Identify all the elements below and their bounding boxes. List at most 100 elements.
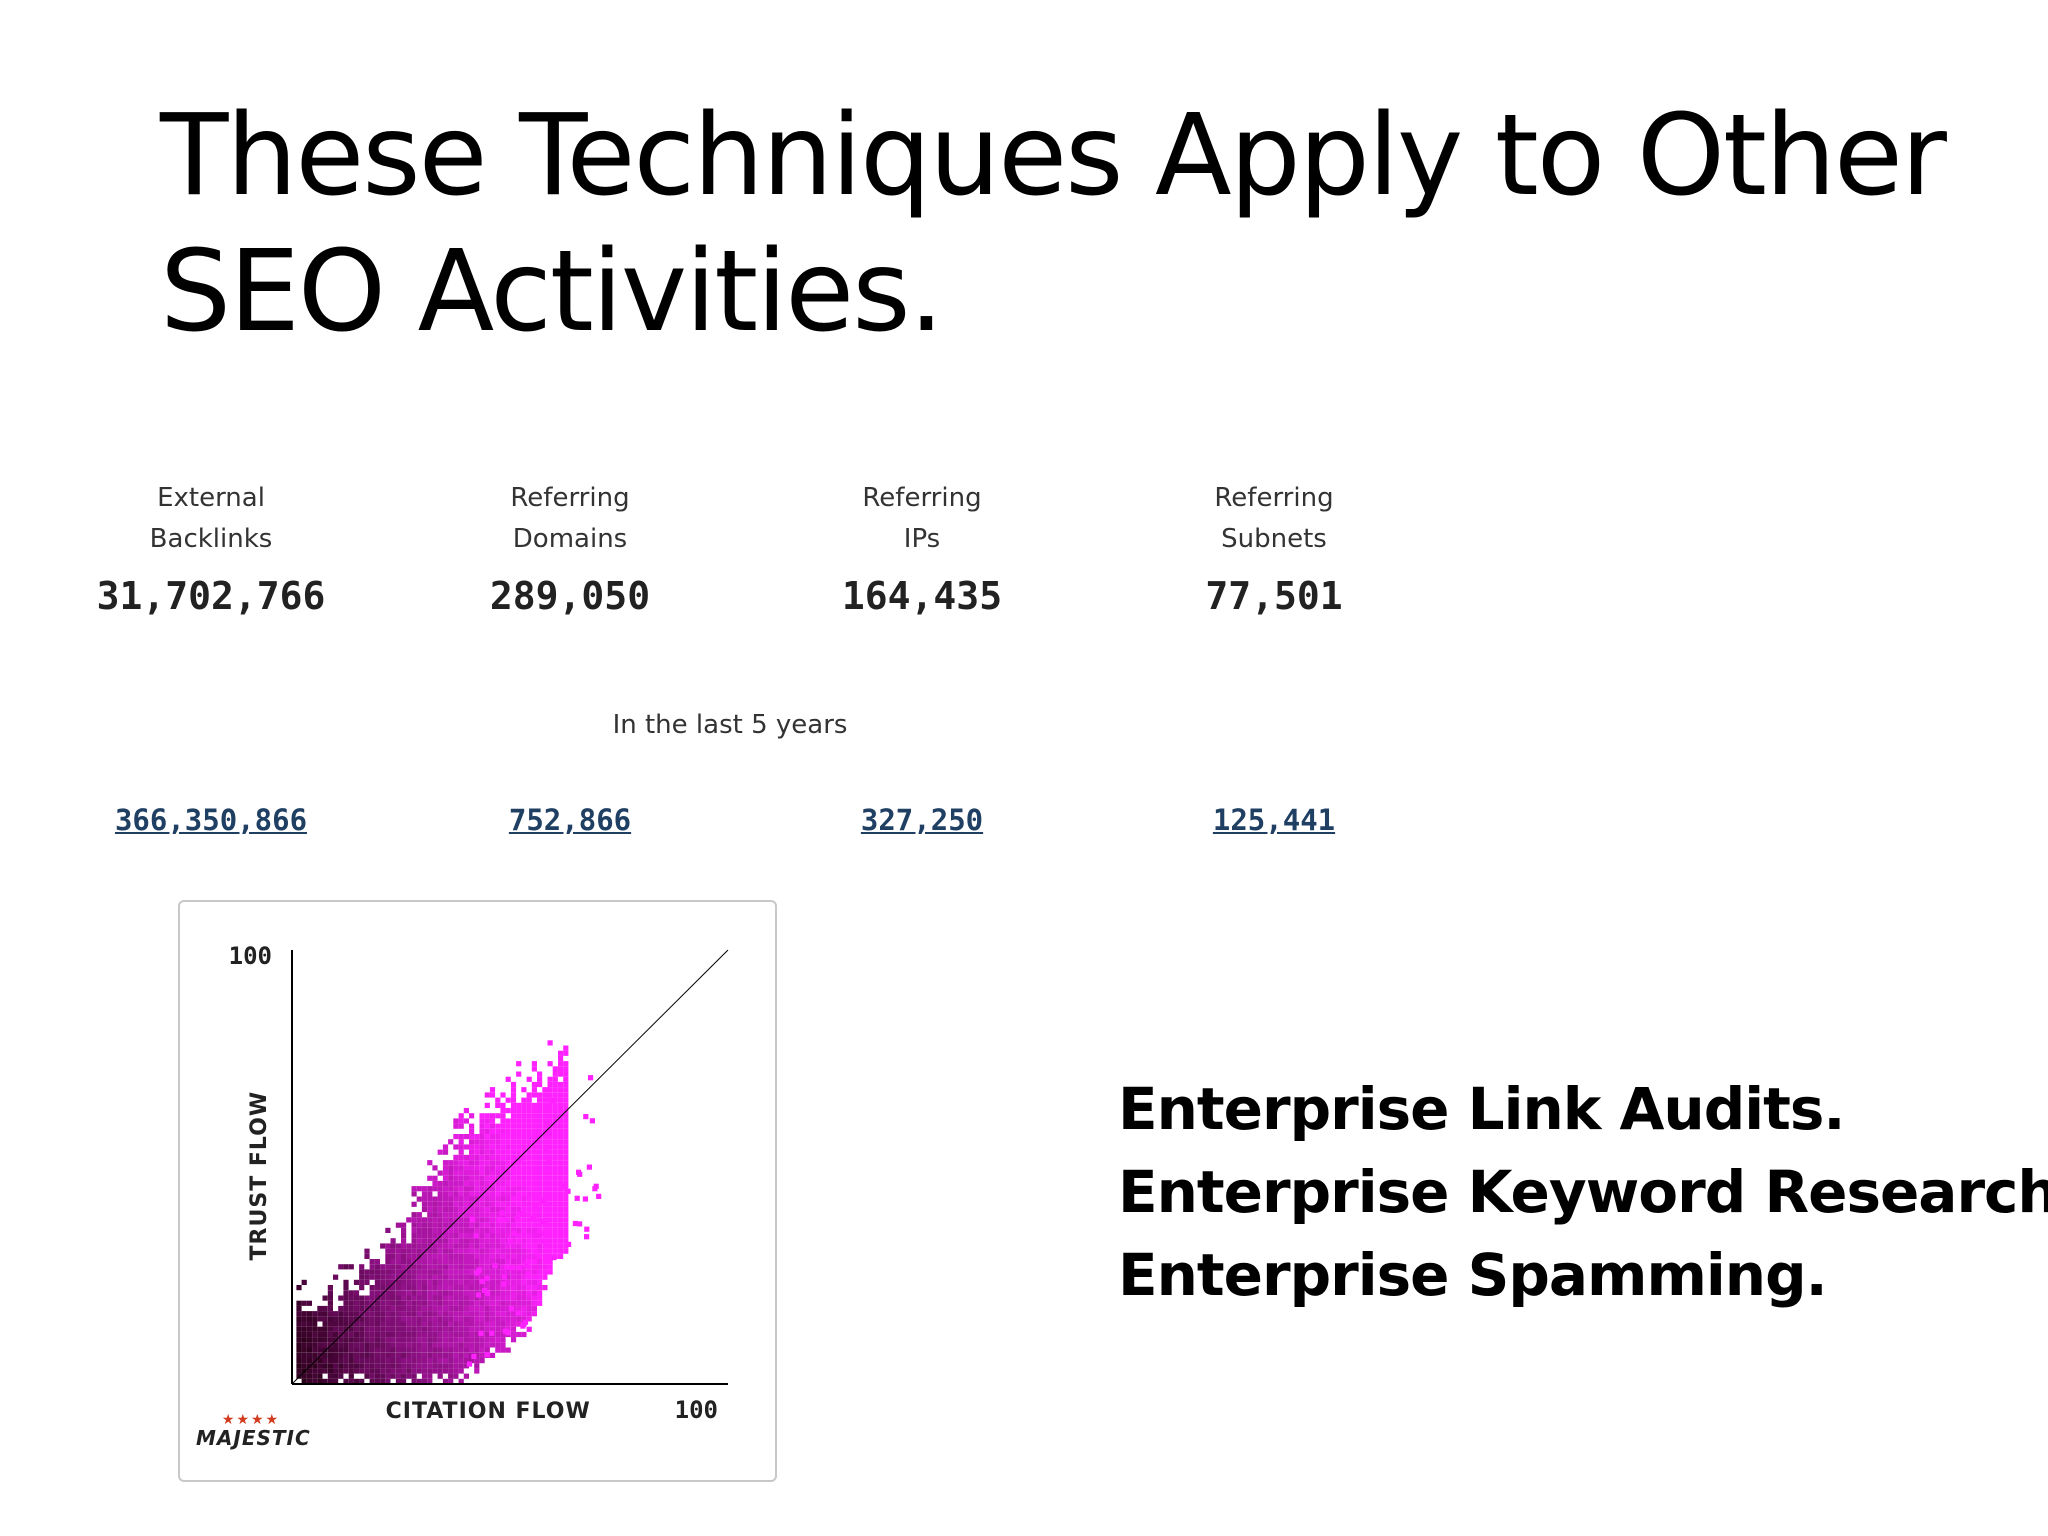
density-cell: [479, 1139, 485, 1145]
density-cell: [312, 1373, 318, 1379]
density-cell: [364, 1269, 370, 1275]
density-cell: [395, 1279, 401, 1285]
density-cell: [463, 1180, 469, 1187]
density-cell: [474, 1363, 480, 1369]
density-cell: [416, 1295, 422, 1301]
historic-subnets-link[interactable]: 125,441: [1212, 803, 1336, 837]
density-cell: [484, 1253, 490, 1259]
density-cell: [296, 1347, 302, 1353]
density-cell: [510, 1326, 517, 1332]
density-cell: [521, 1295, 527, 1301]
density-cell: [484, 1102, 490, 1108]
density-cell: [563, 1087, 569, 1093]
density-cell: [521, 1186, 527, 1192]
historic-backlinks-link[interactable]: 366,350,866: [114, 803, 308, 837]
density-cell: [421, 1243, 428, 1249]
density-cell: [537, 1160, 543, 1166]
density-cell: [380, 1311, 386, 1317]
density-cell: [489, 1259, 496, 1265]
density-cell: [380, 1342, 386, 1348]
density-cell: [537, 1295, 543, 1301]
density-cell: [537, 1102, 543, 1108]
density-cell: [427, 1238, 433, 1244]
density-cell: [479, 1278, 485, 1285]
density-cell: [479, 1113, 485, 1119]
density-cell: [369, 1264, 375, 1270]
density-cell: [500, 1264, 506, 1270]
density-cell: [500, 1201, 506, 1207]
density-cell: [338, 1326, 344, 1332]
density-cell: [531, 1227, 537, 1233]
density-cell: [432, 1175, 438, 1181]
density-cell: [500, 1092, 506, 1098]
density-cell: [531, 1305, 537, 1312]
density-cell: [495, 1201, 501, 1207]
density-cell: [489, 1300, 496, 1306]
density-cell: [432, 1238, 438, 1244]
density-cell: [348, 1342, 354, 1348]
density-cell: [558, 1050, 564, 1056]
density-cell: [547, 1081, 553, 1088]
density-cell: [437, 1305, 443, 1312]
density-cell: [547, 1128, 553, 1134]
density-cell: [411, 1212, 417, 1218]
density-cell: [547, 1108, 553, 1114]
density-cell: [484, 1154, 490, 1160]
density-cell: [458, 1123, 464, 1129]
density-cell: [495, 1128, 501, 1134]
density-cell: [458, 1170, 464, 1176]
density-cell: [469, 1134, 475, 1140]
density-cell: [421, 1368, 428, 1374]
density-cell: [500, 1165, 506, 1171]
density-cell: [442, 1352, 449, 1358]
density-cell: [411, 1290, 417, 1296]
density-cell: [521, 1108, 527, 1114]
density-cell: [552, 1087, 558, 1093]
density-cell: [552, 1212, 558, 1218]
density-cell: [463, 1212, 469, 1218]
density-cell: [547, 1191, 553, 1197]
density-cell: [401, 1347, 407, 1353]
density-cell: [406, 1253, 412, 1259]
density-cell: [510, 1087, 517, 1093]
density-cell: [484, 1170, 490, 1176]
density-cell: [531, 1206, 537, 1213]
density-cell: [395, 1311, 401, 1317]
density-cell: [505, 1180, 511, 1187]
density-cell: [521, 1253, 527, 1259]
density-cell: [453, 1123, 459, 1129]
density-cell: [469, 1165, 475, 1171]
density-cell: [526, 1154, 532, 1160]
density-cell: [364, 1358, 370, 1364]
density-cell: [479, 1191, 485, 1197]
density-cell: [364, 1326, 370, 1332]
density-cell: [474, 1144, 480, 1150]
density-cell: [510, 1206, 517, 1213]
density-cell: [489, 1170, 496, 1176]
density-cell: [521, 1243, 527, 1249]
density-cell: [484, 1326, 490, 1332]
historic-domains-link[interactable]: 752,866: [508, 803, 632, 837]
density-cell: [406, 1305, 412, 1312]
density-cell: [526, 1076, 532, 1082]
density-cell: [489, 1274, 496, 1280]
density-cell: [338, 1347, 344, 1353]
density-cell: [558, 1175, 564, 1181]
density-cell: [500, 1118, 506, 1124]
density-cell: [416, 1358, 422, 1364]
density-cell: [432, 1264, 438, 1270]
density-cell: [495, 1212, 501, 1218]
density-cell: [505, 1097, 511, 1103]
density-cell: [322, 1342, 328, 1348]
density-cell: [531, 1061, 537, 1067]
density-cell: [401, 1279, 407, 1285]
density-cell: [469, 1295, 475, 1301]
historic-ips-link[interactable]: 327,250: [860, 803, 984, 837]
density-cell: [510, 1139, 517, 1145]
density-cell: [510, 1186, 517, 1192]
density-cell: [489, 1087, 496, 1093]
stat-label-line-2: IPs: [903, 524, 941, 554]
density-cell: [301, 1347, 307, 1353]
density-cell: [442, 1160, 449, 1166]
density-cell: [411, 1300, 417, 1306]
